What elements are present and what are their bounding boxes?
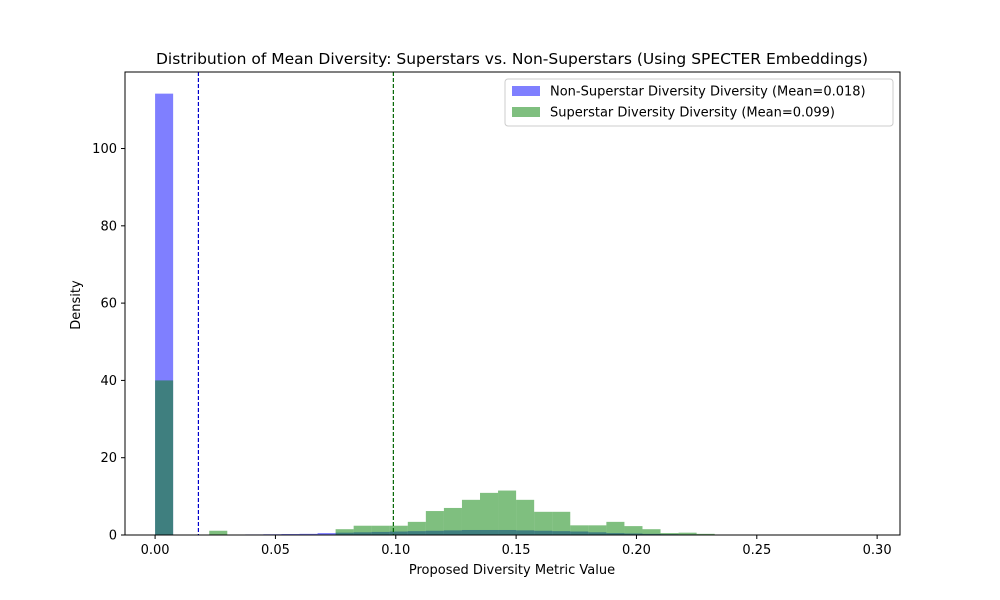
x-tick-label: 0.05 xyxy=(261,543,290,558)
x-axis-label: Proposed Diversity Metric Value xyxy=(409,563,615,578)
histogram-bar xyxy=(443,507,462,535)
histogram-bar xyxy=(696,533,715,535)
histogram-bar xyxy=(335,529,354,535)
y-tick-label: 0 xyxy=(109,529,117,544)
axes-frame xyxy=(124,71,901,536)
y-tick-label: 20 xyxy=(100,451,117,466)
y-tick-label: 80 xyxy=(100,219,117,234)
histogram-bar xyxy=(570,525,589,535)
histogram-bar xyxy=(389,525,408,535)
series-1-bars xyxy=(155,380,715,535)
y-tick-label: 60 xyxy=(100,297,117,312)
histogram-bar xyxy=(642,529,661,535)
x-tick-label: 0.10 xyxy=(381,543,410,558)
histogram-bar xyxy=(588,525,607,535)
legend-swatch-0 xyxy=(512,86,540,96)
x-tick-label: 0.20 xyxy=(622,543,651,558)
histogram-bar xyxy=(660,533,679,535)
histogram-bar xyxy=(317,533,336,535)
histogram-bar xyxy=(425,511,444,535)
histogram-bar xyxy=(606,521,625,535)
plot-area: 0.00 0.05 0.10 0.15 0.20 0.25 0.30 0 20 40 60 80 100 xyxy=(92,71,901,558)
histogram-bar xyxy=(407,521,426,535)
histogram-bar xyxy=(678,532,697,535)
chart-title: Distribution of Mean Diversity: Supersta… xyxy=(156,50,868,68)
x-tick-label: 0.00 xyxy=(141,543,170,558)
x-tick-label: 0.15 xyxy=(502,543,531,558)
histogram-bar xyxy=(552,511,571,535)
legend: Non-Superstar Diversity Diversity (Mean=… xyxy=(504,78,894,127)
legend-swatch-1 xyxy=(512,107,540,117)
histogram-bar xyxy=(299,533,318,535)
legend-label-0: Non-Superstar Diversity Diversity (Mean=… xyxy=(550,85,866,100)
histogram-bar xyxy=(209,530,228,535)
histogram-bar xyxy=(624,526,643,535)
histogram-bar xyxy=(480,492,499,535)
x-tick-label: 0.25 xyxy=(742,543,771,558)
histogram-bar xyxy=(534,511,553,535)
histogram-bar xyxy=(371,525,390,535)
histogram-bar xyxy=(461,499,481,535)
legend-label-1: Superstar Diversity Diversity (Mean=0.09… xyxy=(550,106,835,121)
legend-box xyxy=(504,78,894,127)
histogram-bar xyxy=(516,499,535,535)
y-tick-label: 40 xyxy=(100,374,117,389)
histogram-bar xyxy=(498,490,517,535)
y-axis-label: Density xyxy=(69,280,84,330)
x-tick-label: 0.30 xyxy=(863,543,892,558)
y-tick-label: 100 xyxy=(92,142,117,157)
histogram-bar xyxy=(353,525,372,535)
histogram-bar xyxy=(155,380,174,535)
series-0-bars xyxy=(155,93,733,535)
